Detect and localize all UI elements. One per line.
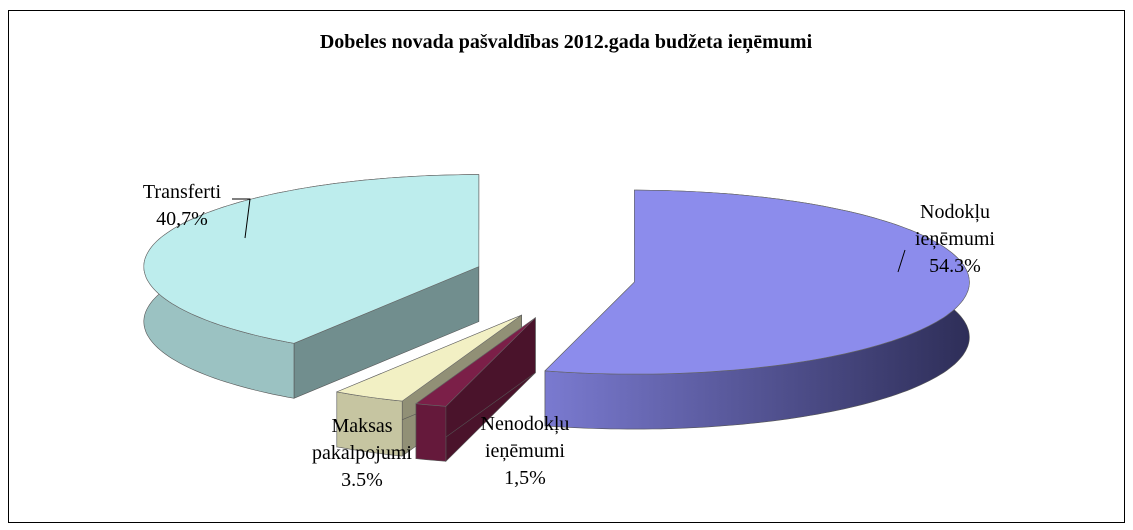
slice — [415, 317, 536, 407]
label-name-part: Transferti — [143, 181, 222, 203]
leader-line — [897, 249, 906, 273]
label-name-part: ieņēmumi — [485, 440, 565, 462]
leader-line — [232, 198, 251, 239]
label-name-part: pakalpojumi — [312, 442, 412, 464]
value-label: 1,5% — [504, 467, 546, 489]
label-name-part: Nenodokļu — [481, 413, 570, 435]
chart-title: Dobeles novada pašvaldības 2012.gada bud… — [320, 31, 813, 54]
data-label: Maksas pakalpojumi — [312, 415, 412, 464]
slice — [335, 314, 522, 402]
slice — [143, 174, 480, 344]
slice-wall — [415, 403, 447, 462]
label-name-part: Nodokļu — [920, 201, 990, 223]
value-label: 54.3% — [929, 255, 981, 277]
data-label: Transferti — [143, 181, 222, 203]
label-name-part: ieņēmumi — [915, 228, 995, 250]
label-name-part: Maksas — [331, 415, 392, 437]
value-label: 3.5% — [341, 469, 383, 491]
data-label: Nodokļu ieņēmumi — [915, 201, 995, 250]
data-label: Nenodokļu ieņēmumi — [481, 413, 570, 462]
pie — [143, 174, 970, 463]
slice — [544, 189, 970, 375]
labels: Nodokļu ieņēmumi 54.3% Nenodokļu ieņēmumi 1,5… — [143, 181, 996, 491]
value-label: 40,7% — [156, 208, 208, 230]
